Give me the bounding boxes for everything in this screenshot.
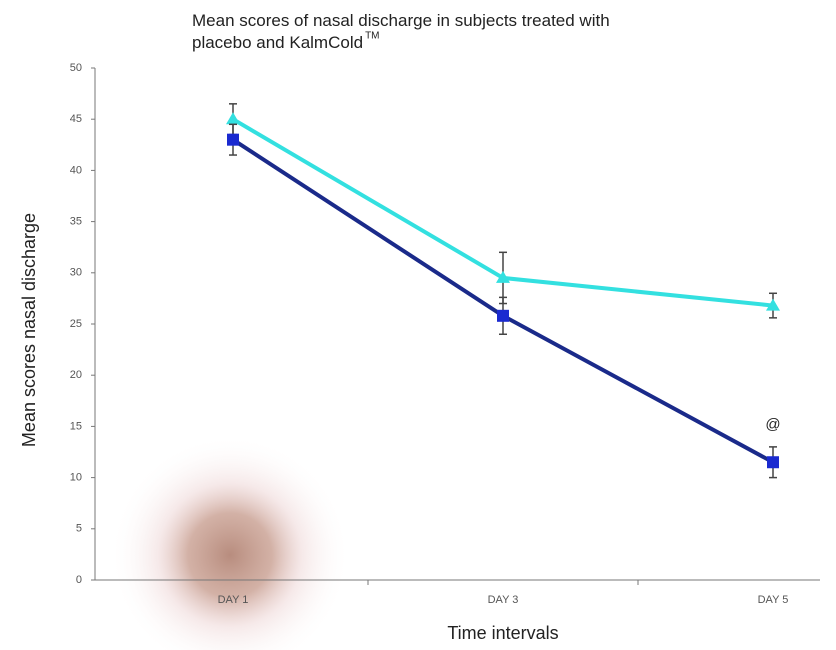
- y-tick-label: 20: [70, 369, 82, 381]
- marker: [226, 112, 240, 124]
- y-tick-label: 10: [70, 472, 82, 484]
- marker: [497, 310, 509, 322]
- marker: [767, 456, 779, 468]
- y-axis-label: Mean scores nasal discharge: [19, 213, 39, 447]
- y-tick-label: 35: [70, 216, 82, 228]
- y-tick-label: 0: [76, 574, 82, 586]
- x-tick-label: DAY 5: [758, 594, 789, 606]
- y-tick-label: 50: [70, 62, 82, 74]
- marker: [227, 134, 239, 146]
- decoration: [110, 435, 350, 650]
- y-tick-label: 30: [70, 267, 82, 279]
- title-mark: TM: [365, 31, 379, 42]
- y-tick-label: 5: [76, 523, 82, 535]
- y-tick-label: 45: [70, 113, 82, 125]
- chart-title: Mean scores of nasal discharge in subjec…: [192, 11, 610, 52]
- y-tick-label: 15: [70, 420, 82, 432]
- y-tick-label: 25: [70, 318, 82, 330]
- x-tick-label: DAY 3: [488, 594, 519, 606]
- y-tick-label: 40: [70, 164, 82, 176]
- annotation: @: [765, 416, 780, 433]
- x-axis-label: Time intervals: [447, 623, 558, 643]
- chart: Mean scores of nasal discharge in subjec…: [0, 0, 836, 650]
- x-tick-label: DAY 1: [218, 594, 249, 606]
